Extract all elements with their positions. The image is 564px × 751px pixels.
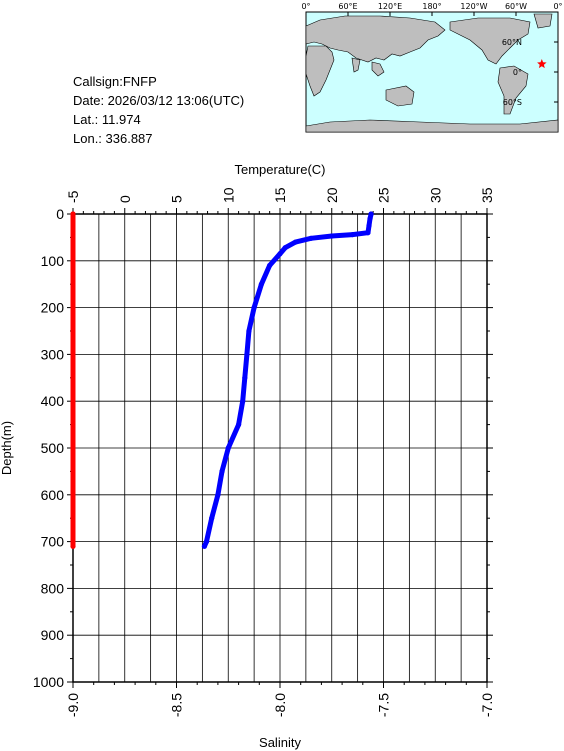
map-lon-label: 120°E xyxy=(378,2,402,11)
chart-series xyxy=(70,211,374,549)
depth-tick-label: 200 xyxy=(41,300,65,316)
temperature-point xyxy=(244,351,250,357)
temperature-tick-label: 30 xyxy=(427,187,443,203)
temperature-tick-label: -5 xyxy=(65,190,81,203)
temperature-point xyxy=(258,281,264,287)
salinity-tick-label: -7.5 xyxy=(376,693,392,717)
map-lat-label: 60°S xyxy=(503,98,522,107)
temperature-tick-label: 0 xyxy=(117,195,133,203)
temperature-point xyxy=(282,245,288,251)
map-lon-label: 0° xyxy=(553,2,562,11)
land-africa xyxy=(305,45,335,97)
depth-tick-label: 600 xyxy=(41,487,65,503)
salinity-tick-label: -9.0 xyxy=(65,693,81,717)
temperature-point xyxy=(365,230,371,236)
land-greenland xyxy=(533,13,553,29)
temperature-tick-label: 15 xyxy=(272,187,288,203)
temperature-point xyxy=(240,398,246,404)
temperature-tick-label: 10 xyxy=(220,187,236,203)
temperature-point xyxy=(236,422,242,428)
temperature-point xyxy=(219,468,225,474)
temperature-axis-title: Temperature(C) xyxy=(234,162,325,177)
temperature-point xyxy=(349,231,356,238)
map-lon-label: 60°E xyxy=(338,2,357,11)
temperature-point xyxy=(308,235,314,241)
depth-tick-label: 400 xyxy=(41,393,65,409)
land-north-america xyxy=(449,17,531,65)
longitude-text: Lon.: 336.887 xyxy=(73,131,153,146)
date-text: Date: 2026/03/12 13:06(UTC) xyxy=(73,93,245,108)
temperature-point xyxy=(225,445,231,451)
salinity-tick-label: -7.0 xyxy=(479,693,495,717)
temperature-tick-label: 5 xyxy=(169,195,185,203)
temperature-tick-label: 25 xyxy=(376,187,392,203)
temperature-point xyxy=(203,539,210,545)
depth-tick-label: 800 xyxy=(41,580,65,596)
temperature-point xyxy=(215,492,221,498)
temperature-point xyxy=(367,216,373,222)
temperature-point xyxy=(329,233,335,239)
depth-axis-title: Depth(m) xyxy=(0,421,14,475)
salinity-tick-label: -8.5 xyxy=(169,693,185,717)
depth-tick-label: 900 xyxy=(41,627,65,643)
depth-tick-label: 0 xyxy=(56,206,64,222)
station-info: Callsign:FNFP Date: 2026/03/12 13:06(UTC… xyxy=(73,72,244,148)
map-lon-label: 0° xyxy=(301,2,310,11)
map-lon-label: 180° xyxy=(422,2,441,11)
land-australia xyxy=(385,85,415,107)
depth-tick-label: 700 xyxy=(41,534,65,550)
temperature-tick-label: 20 xyxy=(324,187,340,203)
chart-grid xyxy=(72,213,488,683)
temperature-point xyxy=(292,239,299,245)
land-south-america xyxy=(497,65,529,115)
land-india xyxy=(351,57,361,73)
temperature-point xyxy=(251,305,257,311)
map-lat-label: 60°N xyxy=(502,38,522,47)
temperature-point xyxy=(366,223,372,229)
world-map: 0° 60°E 120°E 180° 120°W 60°W 0° 60°N 0° 60°S xyxy=(301,2,563,133)
depth-tick-label: 500 xyxy=(41,440,65,456)
depth-tick-label: 1000 xyxy=(33,674,64,690)
callsign-text: Callsign:FNFP xyxy=(73,74,157,89)
temperature-line xyxy=(201,211,374,549)
land-eurasia xyxy=(305,15,446,63)
salinity-axis-title: Salinity xyxy=(259,735,301,750)
depth-tick-label: 100 xyxy=(41,253,65,269)
temperature-point xyxy=(246,328,252,334)
land-antarctica xyxy=(305,119,559,133)
station-star-icon xyxy=(537,59,547,69)
depth-tick-label: 300 xyxy=(41,346,65,362)
map-lon-label: 60°W xyxy=(505,2,527,11)
salinity-point xyxy=(70,211,76,217)
temperature-point xyxy=(201,543,208,549)
temperature-point xyxy=(209,515,215,521)
land-se-asia xyxy=(371,61,385,77)
temperature-point xyxy=(277,251,283,257)
temperature-tick-label: 35 xyxy=(479,187,495,203)
latitude-text: Lat.: 11.974 xyxy=(73,112,141,127)
salinity-tick-label: -8.0 xyxy=(272,693,288,717)
temperature-point xyxy=(267,262,273,269)
temperature-point xyxy=(368,211,374,217)
map-lat-label: 0° xyxy=(513,68,522,77)
temperature-point xyxy=(242,375,248,381)
salinity-point xyxy=(70,543,76,549)
map-lon-label: 120°W xyxy=(460,2,487,11)
